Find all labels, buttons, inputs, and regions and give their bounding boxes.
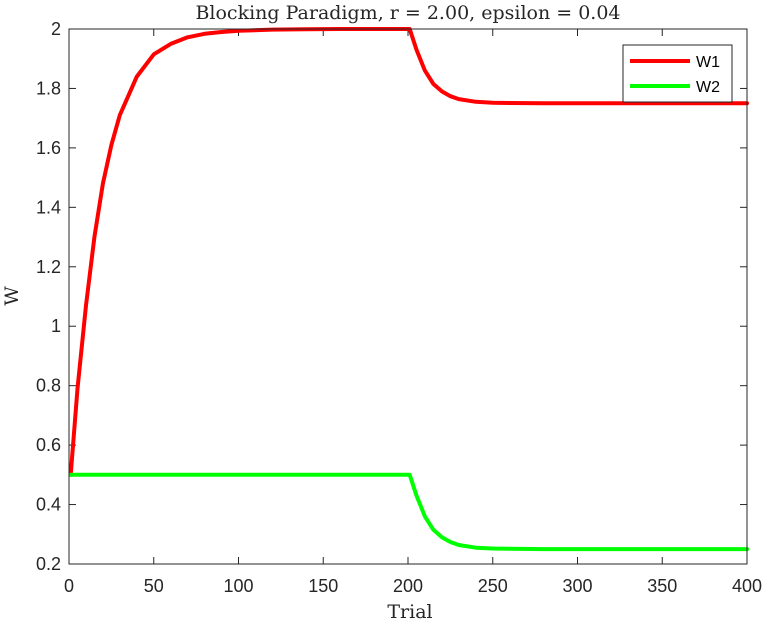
y-tick-label: 0.2 [36,554,61,574]
x-tick-label: 0 [64,576,74,596]
x-tick-label: 100 [223,576,253,596]
plot-area [69,29,747,564]
legend-label-w1: W1 [696,54,720,71]
legend-box [622,44,733,103]
y-axis-label: W [1,286,23,306]
series-line-w2 [68,472,749,552]
y-tick-label: 1 [51,316,61,336]
x-tick-label: 50 [144,576,164,596]
ticks: 0 50 100 150 200 250 300 350 400 0.2 0.4 0.6 0.8 1 1.2… [36,19,762,596]
y-tick-label: 1.6 [36,138,61,158]
y-tick-label: 0.6 [36,435,61,455]
plot-frame [68,28,748,565]
x-tick-label: 150 [308,576,338,596]
y-tick-label: 1.8 [36,78,61,98]
x-tick-label: 250 [478,576,508,596]
y-tick-label: 1.4 [36,197,61,217]
legend: W1 W2 [622,44,733,103]
y-tick-label: 0.8 [36,376,61,396]
x-tick-label: 350 [647,576,677,596]
x-axis-label: Trial [387,601,432,622]
x-tick-label: 200 [393,576,423,596]
x-tick-label: 400 [732,576,762,596]
legend-label-w2: W2 [696,79,720,96]
x-tick-label: 300 [562,576,592,596]
y-tick-label: 1.2 [36,257,61,277]
y-tick-label: 2 [51,19,61,39]
chart-title: Blocking Paradigm, r = 2.00, epsilon = 0… [195,2,620,24]
y-tick-label: 0.4 [36,495,61,515]
